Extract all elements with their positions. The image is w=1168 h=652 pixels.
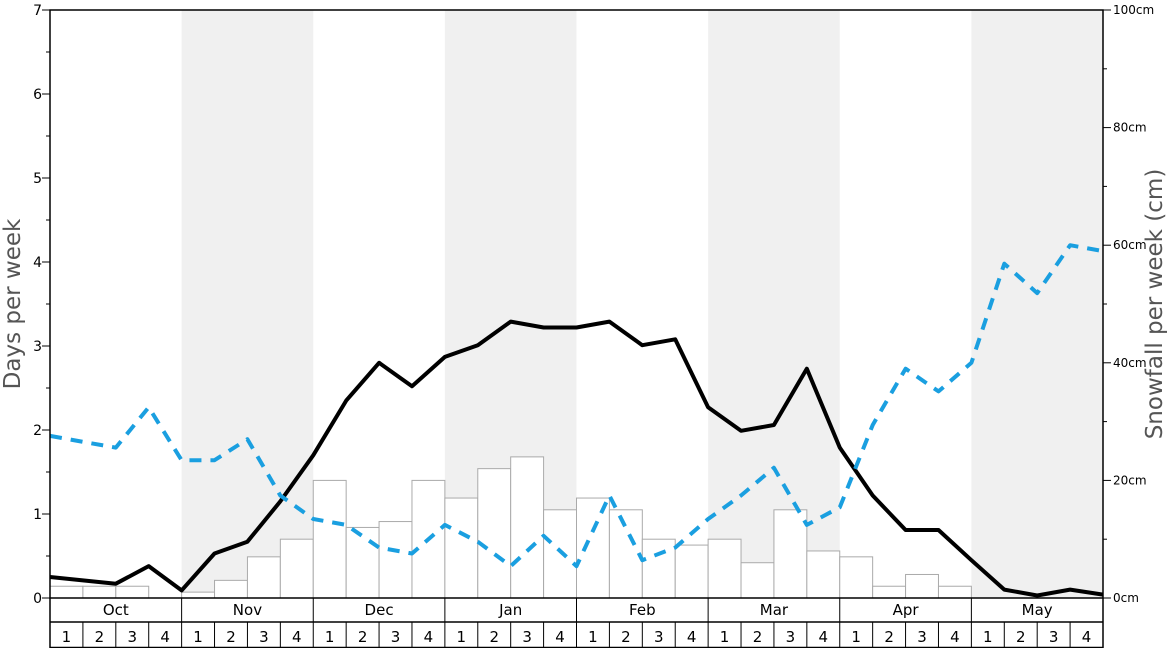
snowfall-bar	[740, 562, 775, 599]
snowfall-bar	[608, 509, 643, 599]
x-axis: Oct 1 2 3 4 Nov 1 2 3 4 Dec 1 2 3 4 Jan 1 2 3 4 Feb 1 2 3 4 Mar 1 2…	[49, 598, 1104, 649]
week-label: 2	[226, 628, 236, 646]
week-label: 1	[720, 628, 730, 646]
snowfall-bar	[279, 538, 314, 599]
left-axis-tick-label: 2	[33, 423, 42, 439]
right-axis-tick-label: 20cm	[1113, 473, 1147, 487]
month-label: Dec	[365, 601, 394, 619]
snowfall-bar	[905, 573, 939, 599]
week-label: 3	[917, 628, 927, 646]
week-label: 3	[259, 628, 269, 646]
snowfall-bar	[872, 585, 907, 599]
snowfall-bar	[378, 521, 413, 599]
week-label: 3	[522, 628, 532, 646]
week-label: 1	[983, 628, 993, 646]
month-bands	[181, 10, 1103, 598]
snowfall-bar	[806, 550, 841, 599]
month-band-may	[971, 10, 1103, 598]
snowfall-bar	[49, 585, 84, 599]
left-axis-tick-label: 5	[33, 171, 42, 187]
right-axis-tick-label: 60cm	[1113, 238, 1147, 252]
week-label: 4	[819, 628, 829, 646]
week-label: 4	[424, 628, 434, 646]
week-label: 2	[95, 628, 105, 646]
dashed-series-line	[49, 243, 1104, 569]
month-label: Nov	[233, 601, 262, 619]
week-label: 3	[1049, 628, 1059, 646]
week-label: 1	[457, 628, 467, 646]
week-label: 4	[292, 628, 302, 646]
left-axis-tick-label: 7	[33, 3, 42, 19]
week-label: 1	[62, 628, 72, 646]
week-label: 3	[391, 628, 401, 646]
snowfall-bar	[707, 538, 742, 599]
left-axis-tick-label: 1	[33, 507, 42, 523]
snowfall-bar	[839, 556, 874, 599]
week-label: 2	[358, 628, 368, 646]
month-label: May	[1022, 601, 1053, 619]
right-axis-tick-label: 80cm	[1113, 121, 1147, 135]
week-label: 1	[851, 628, 861, 646]
week-label: 3	[786, 628, 796, 646]
month-band-mar	[708, 10, 840, 598]
left-axis-tick-label: 3	[33, 339, 42, 355]
week-label: 2	[489, 628, 499, 646]
snowfall-bar	[510, 456, 545, 599]
right-axis-label: Snowfall per week (cm)	[1142, 169, 1168, 440]
week-label: 2	[753, 628, 763, 646]
week-label: 3	[654, 628, 664, 646]
snowfall-bar	[773, 509, 808, 599]
week-label: 4	[687, 628, 697, 646]
week-label: 4	[160, 628, 170, 646]
month-label: Oct	[103, 601, 129, 619]
week-label: 2	[884, 628, 894, 646]
snowfall-bar	[543, 509, 577, 599]
month-label: Mar	[760, 601, 789, 619]
week-label: 1	[588, 628, 598, 646]
right-axis: 0cm 20cm 40cm 60cm 80cm 100cm	[1103, 3, 1154, 605]
snowfall-bar	[82, 585, 117, 599]
week-label: 3	[127, 628, 137, 646]
week-label: 1	[325, 628, 335, 646]
snowfall-bar	[937, 585, 972, 599]
right-axis-tick-label: 100cm	[1113, 3, 1154, 17]
week-label: 4	[1082, 628, 1092, 646]
snowfall-bar	[345, 526, 380, 599]
left-axis-label: Days per week	[0, 218, 26, 389]
snowfall-bar	[641, 538, 676, 599]
week-label: 2	[1016, 628, 1026, 646]
month-label: Jan	[498, 601, 522, 619]
snowfall-bar	[576, 497, 610, 599]
snowfall-bar	[312, 479, 347, 599]
month-band-nov	[181, 10, 314, 598]
snowfall-bar	[477, 468, 512, 599]
left-axis-tick-label: 6	[33, 87, 42, 103]
snowfall-bar	[181, 591, 216, 599]
left-axis: 0 1 2 3 4 5 6 7	[33, 3, 50, 607]
week-label: 4	[555, 628, 565, 646]
snowfall-bar	[246, 556, 281, 599]
week-label: 4	[950, 628, 960, 646]
left-axis-tick-label: 4	[33, 255, 42, 271]
week-label: 2	[621, 628, 631, 646]
month-label: Apr	[893, 601, 920, 619]
snowfall-bar	[444, 497, 479, 599]
snowfall-bar	[214, 579, 248, 599]
right-axis-tick-label: 0cm	[1113, 591, 1139, 605]
snowfall-bar	[674, 544, 709, 599]
snowfall-bar	[115, 585, 150, 599]
day-lines	[49, 243, 1104, 598]
left-axis-tick-label: 0	[33, 591, 42, 607]
solid-series-line	[49, 319, 1104, 598]
month-label: Feb	[629, 601, 656, 619]
week-label: 1	[193, 628, 203, 646]
right-axis-tick-label: 40cm	[1113, 356, 1147, 370]
